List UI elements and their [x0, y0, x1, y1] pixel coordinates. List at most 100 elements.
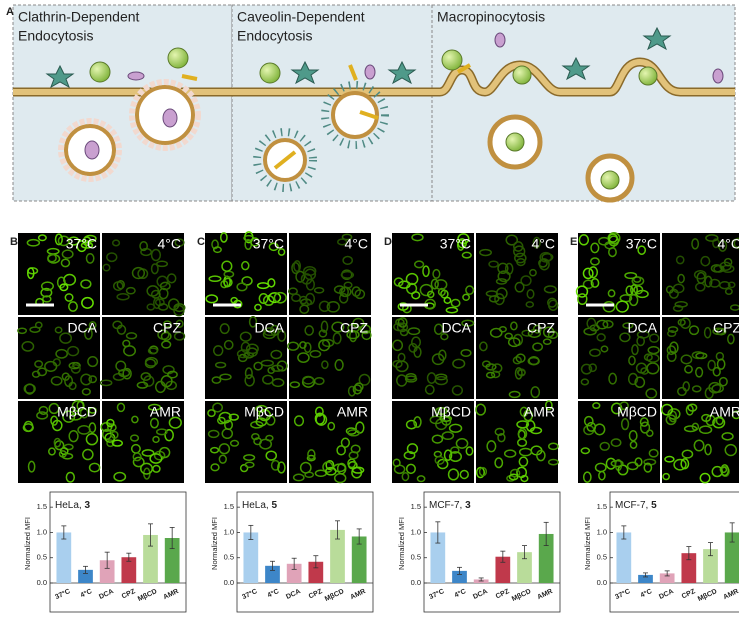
- cell: [304, 268, 317, 281]
- cell: [314, 412, 326, 425]
- cell: [80, 373, 93, 386]
- cell: [219, 323, 230, 335]
- cell: [413, 260, 425, 269]
- cell: [397, 317, 408, 328]
- cell: [50, 415, 59, 426]
- cell: [54, 233, 63, 246]
- cell: [681, 449, 694, 459]
- cell: [88, 462, 101, 473]
- cell: [437, 287, 446, 297]
- cell: [699, 472, 711, 484]
- cell: [60, 258, 71, 268]
- cell: [461, 251, 472, 259]
- cell: [112, 281, 124, 291]
- cell: [205, 294, 219, 304]
- cell: [513, 245, 526, 258]
- cell: [229, 439, 240, 447]
- cell: [703, 326, 712, 339]
- cell: [347, 385, 356, 397]
- bar: [616, 532, 632, 583]
- cell: [65, 471, 75, 483]
- cell: [594, 462, 607, 473]
- cell: [327, 421, 336, 431]
- y-axis-label: Normalized MFI: [583, 517, 592, 570]
- cell: [354, 289, 366, 300]
- y-tick-label: 1.0: [597, 527, 607, 536]
- cell: [624, 271, 638, 280]
- cell: [239, 331, 252, 342]
- cell: [729, 304, 739, 311]
- cell: [122, 367, 132, 380]
- cell: [34, 360, 44, 368]
- cell: [136, 381, 149, 389]
- cell: [318, 339, 331, 352]
- cell: [715, 415, 724, 426]
- panel-label: D: [384, 236, 392, 248]
- cell: [637, 245, 647, 255]
- cell: [307, 449, 316, 461]
- cell: [339, 286, 352, 298]
- cell: [479, 248, 492, 257]
- cell: [347, 323, 361, 333]
- cell: [34, 321, 43, 329]
- cell: [677, 273, 685, 284]
- cell: [309, 350, 322, 358]
- cargo: [167, 47, 189, 69]
- cell: [115, 360, 127, 372]
- cell: [538, 258, 550, 271]
- cell: [396, 322, 409, 333]
- micrograph-label: AMR: [337, 404, 368, 420]
- cell: [161, 340, 172, 349]
- cell: [497, 270, 511, 283]
- cell: [667, 326, 679, 333]
- cell: [68, 361, 81, 370]
- cell: [721, 432, 734, 441]
- cell: [212, 345, 224, 357]
- cell: [248, 315, 258, 328]
- cell: [718, 239, 728, 252]
- cell: [346, 330, 360, 340]
- cell: [424, 384, 435, 395]
- cell: [87, 355, 99, 368]
- micrograph-label: DCA: [441, 320, 471, 336]
- cell: [42, 295, 52, 303]
- chart-frame: [49, 491, 187, 613]
- cell: [666, 345, 677, 356]
- cell: [336, 462, 347, 475]
- cell: [262, 374, 274, 385]
- cell: [679, 317, 691, 330]
- cell: [351, 466, 365, 474]
- cell: [646, 362, 660, 375]
- cell: [313, 287, 325, 294]
- cell: [88, 321, 97, 330]
- cell: [289, 381, 301, 389]
- cargo: [348, 64, 358, 81]
- chart-title: MCF-7, 3: [429, 500, 471, 511]
- cell: [62, 410, 76, 423]
- y-tick-label: 0.5: [224, 553, 234, 562]
- cell: [291, 293, 302, 303]
- cell: [577, 293, 588, 305]
- cell: [547, 458, 559, 466]
- cell: [450, 446, 460, 454]
- cell: [228, 413, 239, 421]
- cell: [277, 248, 286, 256]
- cell: [704, 443, 712, 456]
- cell: [48, 402, 60, 415]
- cell: [712, 416, 726, 429]
- chart-title: HeLa, 5: [242, 500, 277, 511]
- cell: [698, 425, 713, 435]
- cell: [70, 363, 81, 374]
- cell: [223, 277, 233, 288]
- cell: [403, 450, 416, 460]
- cell: [596, 333, 606, 342]
- cell: [175, 319, 184, 328]
- cell: [57, 235, 70, 247]
- y-tick-label: 1.5: [411, 502, 421, 511]
- cell: [514, 281, 525, 293]
- cell: [395, 360, 409, 373]
- cell: [413, 346, 422, 358]
- cell: [131, 266, 146, 280]
- cell: [334, 359, 344, 371]
- micrograph-label: DCA: [627, 320, 657, 336]
